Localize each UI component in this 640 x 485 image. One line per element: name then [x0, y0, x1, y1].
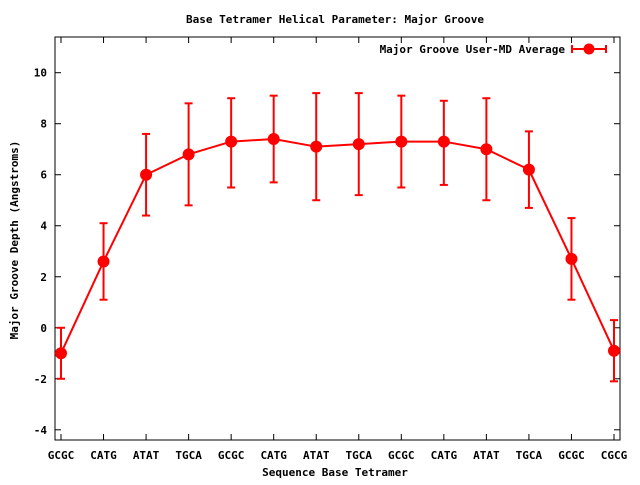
legend: Major Groove User-MD Average [380, 43, 607, 56]
x-tick-label: ATAT [133, 449, 160, 462]
chart-title: Base Tetramer Helical Parameter: Major G… [186, 13, 484, 26]
data-point [395, 135, 408, 148]
x-tick-label: TGCA [346, 449, 373, 462]
y-tick-label: -2 [34, 373, 47, 386]
data-point [310, 140, 323, 153]
series-line [60, 138, 615, 354]
x-tick-label: GCGC [218, 449, 245, 462]
data-point [97, 255, 110, 268]
y-tick-label: 6 [40, 169, 47, 182]
x-tick-label: ATAT [473, 449, 500, 462]
x-tick-label: ATAT [303, 449, 330, 462]
y-axis-label: Major Groove Depth (Angstroms) [8, 141, 21, 340]
series-group [55, 92, 620, 383]
data-point [140, 168, 153, 181]
x-tick-label: CATG [90, 449, 117, 462]
x-tick-label: CATG [260, 449, 287, 462]
x-tick-label: CGCG [601, 449, 628, 462]
data-point [267, 133, 280, 146]
data-point [55, 347, 67, 360]
data-point [522, 163, 535, 176]
y-tick-label: 0 [40, 322, 47, 335]
data-point [225, 135, 238, 148]
x-tick-label: TGCA [516, 449, 543, 462]
legend-label: Major Groove User-MD Average [380, 43, 566, 56]
x-axis-label: Sequence Base Tetramer [262, 466, 408, 479]
y-tick-label: 4 [40, 220, 47, 233]
y-tick-label: 10 [34, 67, 47, 80]
data-point [480, 143, 493, 156]
legend-marker [583, 43, 595, 55]
axis-ticks: -4 -2 0 2 4 6 8 10 GCGC CATG ATAT TGCA GCGC CATG ATAT T… [34, 37, 628, 462]
x-tick-label: TGCA [175, 449, 202, 462]
data-point [565, 252, 578, 265]
data-point [182, 148, 195, 161]
x-tick-label: GCGC [48, 449, 75, 462]
x-tick-label: GCGC [558, 449, 585, 462]
y-tick-label: 2 [40, 271, 47, 284]
data-point [608, 344, 620, 357]
data-point [352, 138, 365, 151]
plot-area-frame [54, 36, 621, 441]
data-point [437, 135, 450, 148]
x-tick-label: CATG [431, 449, 458, 462]
x-tick-label: GCGC [388, 449, 415, 462]
y-tick-label: 8 [40, 118, 47, 131]
y-tick-label: -4 [34, 424, 48, 437]
